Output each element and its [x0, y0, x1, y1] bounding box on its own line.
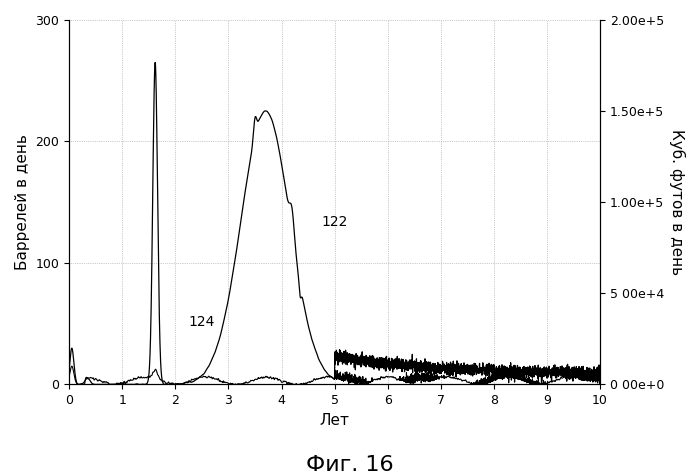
Y-axis label: Куб. футов в день: Куб. футов в день: [668, 129, 685, 275]
Text: 122: 122: [321, 216, 348, 229]
Y-axis label: Баррелей в день: Баррелей в день: [15, 134, 30, 270]
X-axis label: Лет: Лет: [320, 413, 349, 427]
Text: Фиг. 16: Фиг. 16: [306, 455, 394, 475]
Text: 124: 124: [188, 315, 215, 329]
